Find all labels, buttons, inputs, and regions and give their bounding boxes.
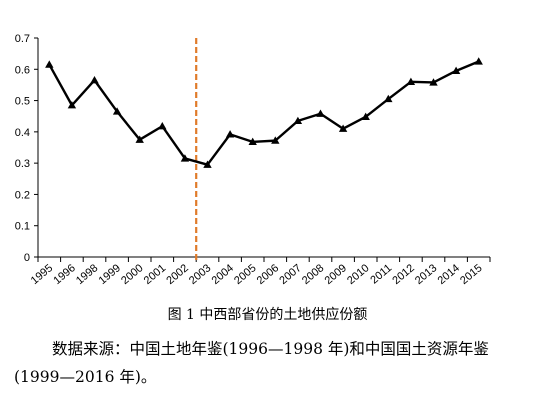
x-tick-label: 2003: [187, 262, 213, 287]
x-tick-label: 2012: [390, 262, 416, 287]
x-tick-label: 2015: [458, 262, 484, 287]
x-tick-label: 2011: [368, 262, 394, 286]
y-tick-label: 0.1: [15, 221, 30, 233]
data-point-marker: [135, 135, 144, 143]
x-tick-label: 2010: [345, 262, 371, 287]
data-point-marker: [248, 137, 257, 146]
x-tick-label: 2008: [300, 262, 326, 287]
data-point-marker: [90, 76, 99, 84]
data-point-marker: [112, 107, 122, 115]
line-chart: 00.10.20.30.40.50.60.7 19951996199819992…: [15, 33, 491, 287]
y-tick-label: 0.4: [15, 127, 30, 139]
y-tick-label: 0.3: [15, 158, 30, 170]
x-tick-label: 1998: [74, 262, 100, 287]
y-tick-label: 0.6: [15, 64, 30, 76]
data-point-marker: [271, 136, 280, 144]
x-tick-label: 1995: [29, 262, 55, 287]
x-tick-label: 2000: [119, 262, 145, 287]
data-point-marker: [293, 116, 303, 125]
data-point-marker: [180, 154, 190, 162]
x-axis: 1995199619981999200020012002200320042005…: [29, 256, 491, 287]
data-source-note: 数据来源：中国土地年鉴(1996—1998 年)和中国国土资源年鉴(1999—2…: [14, 340, 489, 386]
data-point-marker: [225, 130, 235, 138]
data-point-marker: [316, 109, 325, 117]
data-point-marker: [338, 124, 348, 132]
data-point-marker: [406, 77, 416, 85]
x-tick-label: 2002: [164, 262, 190, 287]
x-tick-label: 2013: [413, 262, 439, 287]
data-point-marker: [45, 60, 54, 68]
y-tick-label: 0.7: [15, 33, 30, 45]
y-tick-label: 0.2: [15, 189, 30, 201]
x-tick-label: 2001: [142, 262, 168, 287]
x-tick-label: 2004: [210, 262, 236, 287]
data-point-marker: [158, 122, 167, 130]
data-point-marker: [67, 101, 77, 109]
series-group: [45, 57, 483, 168]
x-tick-label: 2006: [255, 262, 281, 287]
series-line: [48, 60, 480, 166]
data-point-marker: [384, 94, 393, 103]
x-tick-label: 2005: [232, 262, 258, 287]
data-point-marker: [203, 160, 212, 168]
x-tick-label: 1999: [97, 262, 123, 287]
figure-caption: 图 1 中西部省份的土地供应份额: [167, 307, 368, 323]
x-tick-label: 2007: [277, 262, 303, 287]
data-point-marker: [474, 57, 483, 65]
data-point-marker: [429, 78, 438, 86]
data-point-marker: [451, 66, 461, 74]
y-tick-label: 0: [24, 252, 30, 264]
x-tick-label: 1996: [51, 262, 77, 287]
x-tick-label: 2009: [323, 262, 349, 287]
data-point-marker: [361, 112, 370, 120]
y-tick-label: 0.5: [15, 96, 30, 108]
x-tick-label: 2014: [436, 262, 462, 287]
y-axis: 0 0.1 0.2 0.3 0.4 0.5 0.6 0.7: [15, 33, 39, 264]
